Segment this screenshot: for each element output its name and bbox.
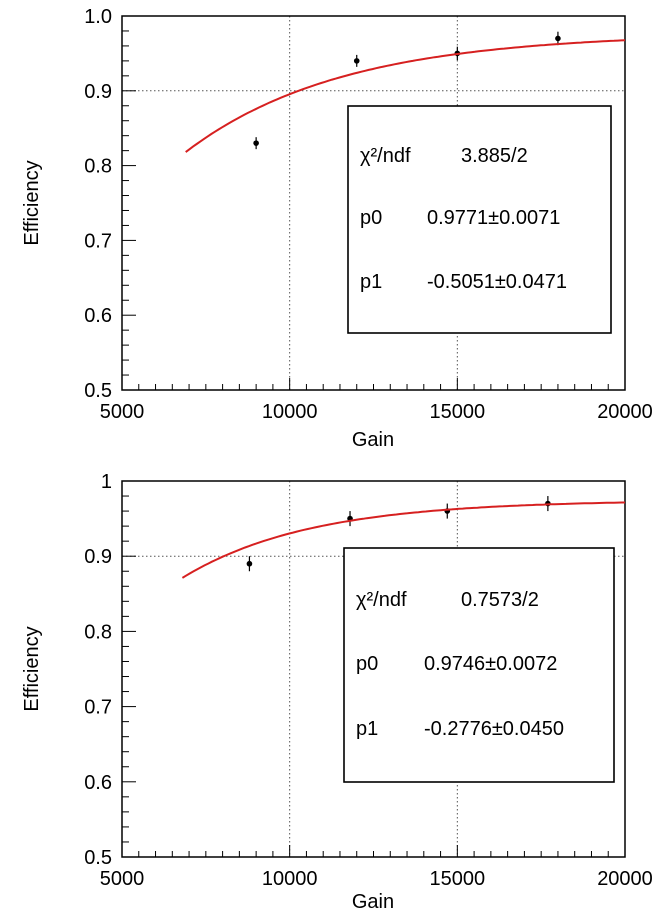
stats-box-frame <box>343 547 615 783</box>
y-tick-label: 0.8 <box>84 621 112 643</box>
fit-stats-box: χ²/ndf 3.885/2 p0 0.9771±0.0071 p1 -0.50… <box>347 105 612 334</box>
p1-value: -0.5051±0.0471 <box>427 271 567 293</box>
x-tick-label: 20000 <box>597 401 653 423</box>
stats-box-frame <box>347 105 612 334</box>
y-tick-label: 0.6 <box>84 772 112 794</box>
x-axis-label: Gain <box>352 429 394 451</box>
p0-label: p0 <box>360 207 382 229</box>
y-tick-label: 0.5 <box>84 847 112 869</box>
chi2-label: χ²/ndf <box>356 589 407 611</box>
fit-stats-box: χ²/ndf 0.7573/2 p0 0.9746±0.0072 p1 -0.2… <box>343 547 615 783</box>
x-tick-label: 10000 <box>262 401 318 423</box>
y-tick-label: 0.7 <box>84 697 112 719</box>
x-tick-label: 15000 <box>430 868 486 890</box>
y-tick-label: 0.5 <box>84 380 112 402</box>
p0-label: p0 <box>356 653 378 675</box>
chi2-label: χ²/ndf <box>360 145 411 167</box>
fit-curve <box>185 39 626 153</box>
x-tick-label: 10000 <box>262 868 318 890</box>
top-chart: 5000 10000 15000 20000 0.5 0.6 0.7 0.8 0.9 1.0 χ²… <box>21 6 653 451</box>
p0-value: 0.9746±0.0072 <box>424 653 557 675</box>
x-axis-label: Gain <box>352 891 394 913</box>
x-tick-label: 20000 <box>597 868 653 890</box>
y-tick-label: 0.7 <box>84 230 112 252</box>
data-point <box>555 35 561 42</box>
data-point <box>353 58 360 64</box>
x-tick-label: 5000 <box>100 401 145 423</box>
data-point <box>253 140 259 146</box>
y-tick-label: 0.9 <box>84 546 112 568</box>
y-tick-label: 0.9 <box>84 81 112 103</box>
p0-value: 0.9771±0.0071 <box>427 207 560 229</box>
y-axis-label: Efficiency <box>21 160 43 245</box>
x-tick-label: 15000 <box>430 401 486 423</box>
y-tick-label: 1.0 <box>84 6 112 28</box>
fit-curve <box>181 501 625 579</box>
p1-label: p1 <box>356 718 378 740</box>
chi2-value: 3.885/2 <box>461 145 528 167</box>
bottom-chart: 5000 10000 15000 20000 0.5 0.6 0.7 0.8 0.9 1 χ²/n… <box>21 471 653 913</box>
p1-value: -0.2776±0.0450 <box>424 718 564 740</box>
y-axis-label: Efficiency <box>21 626 43 711</box>
y-tick-label: 0.6 <box>84 305 112 327</box>
y-tick-label: 0.8 <box>84 156 112 178</box>
x-tick-label: 5000 <box>100 868 145 890</box>
p1-label: p1 <box>360 271 382 293</box>
data-point <box>246 560 253 567</box>
y-tick-label: 1 <box>101 471 112 493</box>
chi2-value: 0.7573/2 <box>461 589 539 611</box>
